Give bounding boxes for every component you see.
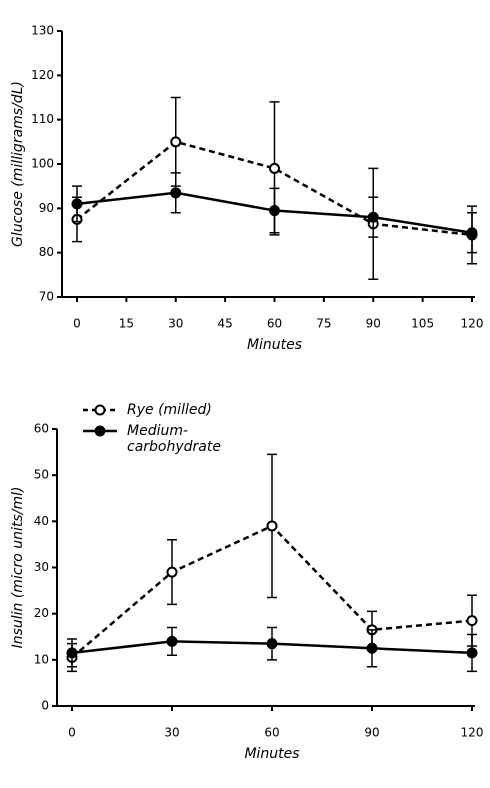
y-tick-label: 60 (34, 422, 49, 436)
point (166, 566, 178, 578)
series-line (76, 140, 473, 237)
x-tick-label: 30 (168, 317, 183, 331)
point (269, 205, 280, 217)
point (170, 136, 182, 148)
x-tick-label: 45 (217, 317, 232, 331)
y-tick-label: 80 (39, 245, 54, 259)
point (269, 162, 280, 174)
x-tick-label: 105 (411, 317, 434, 331)
point (466, 615, 478, 627)
x-tick-label: 30 (164, 726, 179, 740)
point (166, 635, 178, 647)
point (367, 211, 379, 223)
legend-marker (94, 425, 106, 437)
y-tick-label: 110 (31, 112, 54, 126)
y-axis-label: Glucose (milligrams/dL) (10, 81, 26, 247)
point (266, 638, 278, 650)
y-tick-label: 120 (31, 68, 54, 82)
y-tick-label: 130 (31, 24, 54, 38)
y-tick-label: 40 (34, 514, 49, 528)
y-tick-label: 90 (39, 201, 54, 215)
point (466, 647, 478, 659)
y-tick-label: 0 (41, 699, 49, 713)
y-tick-label: 10 (34, 652, 49, 666)
y-tick-label: 100 (31, 157, 54, 171)
x-tick-label: 90 (364, 726, 379, 740)
point (266, 520, 278, 532)
x-tick-label: 60 (264, 726, 279, 740)
x-tick-label: 0 (73, 317, 81, 331)
x-tick-label: 0 (68, 726, 76, 740)
point (466, 227, 478, 239)
x-axis-label: Minutes (244, 746, 299, 762)
x-tick-label: 75 (316, 317, 331, 331)
x-tick-label: 90 (366, 317, 381, 331)
legend-marker (94, 404, 106, 416)
point (71, 198, 83, 210)
y-tick-label: 50 (34, 468, 49, 482)
y-tick-label: 20 (34, 606, 49, 620)
x-tick-label: 120 (461, 317, 484, 331)
y-axis-label: Insulin (micro units/ml) (10, 487, 26, 649)
legend-label: Rye (milled) (127, 402, 212, 418)
x-tick-label: 120 (461, 726, 484, 740)
x-tick-label: 15 (119, 317, 134, 331)
y-tick-label: 30 (34, 560, 49, 574)
x-axis-label: Minutes (247, 337, 302, 353)
point (170, 187, 182, 199)
x-tick-label: 60 (267, 317, 282, 331)
legend-label: Medium-carbohydrate (127, 423, 221, 455)
point (366, 642, 378, 654)
point (66, 647, 78, 659)
y-tick-label: 70 (39, 290, 54, 304)
